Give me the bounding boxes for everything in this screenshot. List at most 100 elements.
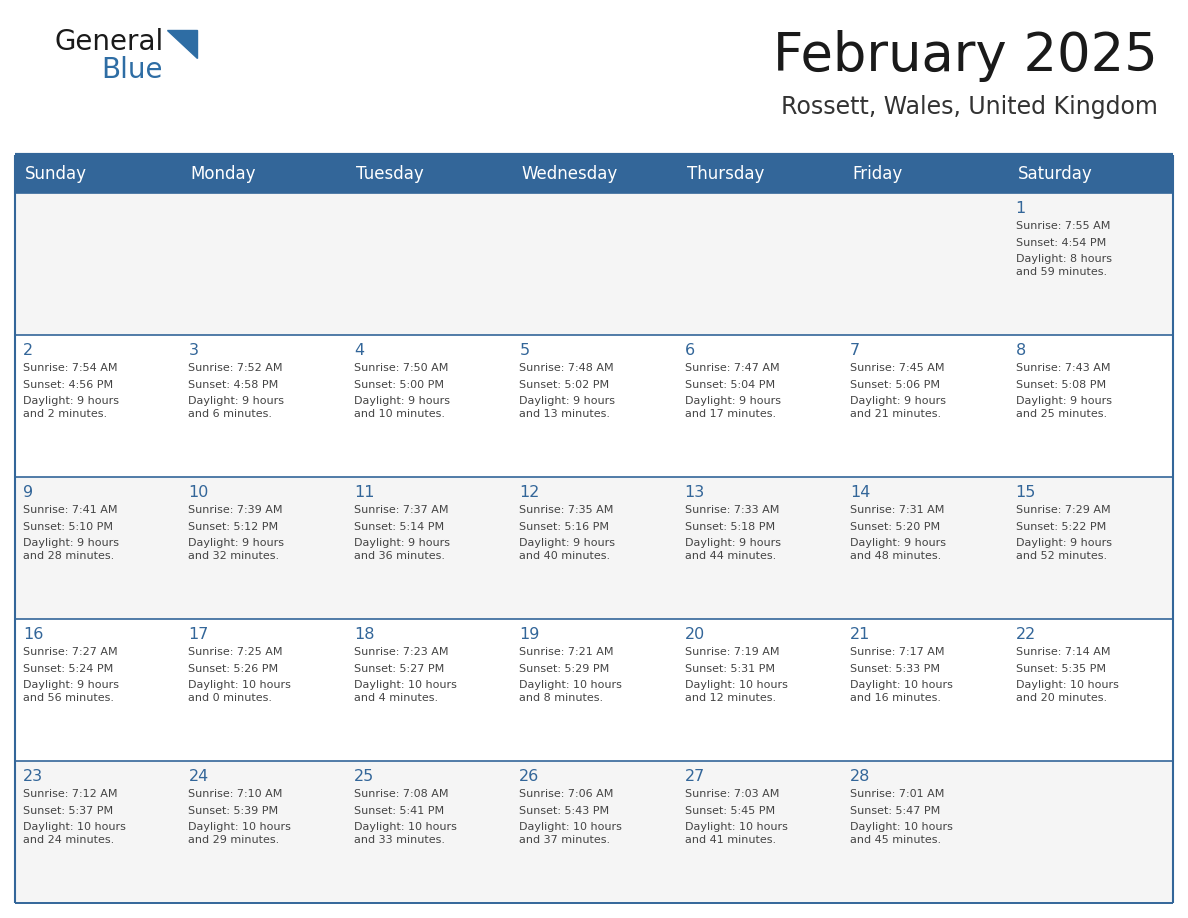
Text: 10: 10 xyxy=(189,485,209,500)
Text: Daylight: 9 hours
and 2 minutes.: Daylight: 9 hours and 2 minutes. xyxy=(23,396,119,420)
Text: Sunrise: 7:33 AM: Sunrise: 7:33 AM xyxy=(684,505,779,515)
Bar xyxy=(15,155,181,193)
Text: 11: 11 xyxy=(354,485,374,500)
Text: Sunset: 4:54 PM: Sunset: 4:54 PM xyxy=(1016,238,1106,248)
Text: 19: 19 xyxy=(519,627,539,642)
Text: Daylight: 10 hours
and 29 minutes.: Daylight: 10 hours and 29 minutes. xyxy=(189,822,291,845)
Text: Daylight: 10 hours
and 16 minutes.: Daylight: 10 hours and 16 minutes. xyxy=(851,680,953,703)
Bar xyxy=(15,335,1173,477)
Text: Sunset: 5:31 PM: Sunset: 5:31 PM xyxy=(684,664,775,674)
Text: February 2025: February 2025 xyxy=(773,30,1158,82)
Text: Daylight: 9 hours
and 10 minutes.: Daylight: 9 hours and 10 minutes. xyxy=(354,396,450,420)
Text: Sunrise: 7:55 AM: Sunrise: 7:55 AM xyxy=(1016,221,1110,231)
Text: Daylight: 8 hours
and 59 minutes.: Daylight: 8 hours and 59 minutes. xyxy=(1016,254,1112,277)
Text: Sunset: 5:39 PM: Sunset: 5:39 PM xyxy=(189,805,278,815)
Text: 26: 26 xyxy=(519,769,539,784)
Text: Daylight: 10 hours
and 0 minutes.: Daylight: 10 hours and 0 minutes. xyxy=(189,680,291,703)
Text: Sunset: 5:35 PM: Sunset: 5:35 PM xyxy=(1016,664,1106,674)
Text: Sunset: 5:27 PM: Sunset: 5:27 PM xyxy=(354,664,444,674)
Text: Daylight: 9 hours
and 13 minutes.: Daylight: 9 hours and 13 minutes. xyxy=(519,396,615,420)
Text: Sunset: 4:56 PM: Sunset: 4:56 PM xyxy=(23,379,113,389)
Text: 23: 23 xyxy=(23,769,43,784)
Text: Tuesday: Tuesday xyxy=(356,165,424,183)
Text: Daylight: 9 hours
and 52 minutes.: Daylight: 9 hours and 52 minutes. xyxy=(1016,538,1112,561)
Text: Daylight: 10 hours
and 20 minutes.: Daylight: 10 hours and 20 minutes. xyxy=(1016,680,1118,703)
Text: 16: 16 xyxy=(23,627,44,642)
Text: General: General xyxy=(55,28,164,56)
Text: 17: 17 xyxy=(189,627,209,642)
Bar xyxy=(15,619,1173,761)
Text: Sunset: 5:08 PM: Sunset: 5:08 PM xyxy=(1016,379,1106,389)
Bar xyxy=(511,155,677,193)
Text: Sunset: 5:04 PM: Sunset: 5:04 PM xyxy=(684,379,775,389)
Text: Daylight: 9 hours
and 6 minutes.: Daylight: 9 hours and 6 minutes. xyxy=(189,396,284,420)
Text: Sunset: 5:47 PM: Sunset: 5:47 PM xyxy=(851,805,941,815)
Text: Daylight: 10 hours
and 12 minutes.: Daylight: 10 hours and 12 minutes. xyxy=(684,680,788,703)
Bar xyxy=(677,155,842,193)
Text: Rossett, Wales, United Kingdom: Rossett, Wales, United Kingdom xyxy=(782,95,1158,119)
Text: Sunset: 5:10 PM: Sunset: 5:10 PM xyxy=(23,521,113,532)
Text: 3: 3 xyxy=(189,343,198,358)
Text: 27: 27 xyxy=(684,769,704,784)
Bar xyxy=(15,761,1173,903)
Text: Blue: Blue xyxy=(101,56,163,84)
Text: Daylight: 10 hours
and 33 minutes.: Daylight: 10 hours and 33 minutes. xyxy=(354,822,456,845)
Text: Daylight: 9 hours
and 25 minutes.: Daylight: 9 hours and 25 minutes. xyxy=(1016,396,1112,420)
Text: Sunrise: 7:41 AM: Sunrise: 7:41 AM xyxy=(23,505,118,515)
Text: Daylight: 9 hours
and 44 minutes.: Daylight: 9 hours and 44 minutes. xyxy=(684,538,781,561)
Text: Daylight: 9 hours
and 28 minutes.: Daylight: 9 hours and 28 minutes. xyxy=(23,538,119,561)
Text: Sunrise: 7:19 AM: Sunrise: 7:19 AM xyxy=(684,647,779,657)
Text: 7: 7 xyxy=(851,343,860,358)
Text: Sunrise: 7:10 AM: Sunrise: 7:10 AM xyxy=(189,789,283,799)
Text: 2: 2 xyxy=(23,343,33,358)
Bar xyxy=(842,155,1007,193)
Bar xyxy=(15,477,1173,619)
Text: 8: 8 xyxy=(1016,343,1025,358)
Text: Sunrise: 7:17 AM: Sunrise: 7:17 AM xyxy=(851,647,944,657)
Text: Daylight: 9 hours
and 17 minutes.: Daylight: 9 hours and 17 minutes. xyxy=(684,396,781,420)
Text: Sunrise: 7:08 AM: Sunrise: 7:08 AM xyxy=(354,789,448,799)
Text: 22: 22 xyxy=(1016,627,1036,642)
Text: Sunrise: 7:48 AM: Sunrise: 7:48 AM xyxy=(519,363,614,373)
Text: Sunset: 5:00 PM: Sunset: 5:00 PM xyxy=(354,379,444,389)
Bar xyxy=(181,155,346,193)
Text: 12: 12 xyxy=(519,485,539,500)
Text: Sunset: 5:45 PM: Sunset: 5:45 PM xyxy=(684,805,775,815)
Text: Sunrise: 7:23 AM: Sunrise: 7:23 AM xyxy=(354,647,448,657)
Text: Sunrise: 7:01 AM: Sunrise: 7:01 AM xyxy=(851,789,944,799)
Text: Friday: Friday xyxy=(852,165,903,183)
Text: Monday: Monday xyxy=(190,165,255,183)
Text: Sunrise: 7:52 AM: Sunrise: 7:52 AM xyxy=(189,363,283,373)
Text: 1: 1 xyxy=(1016,201,1025,216)
Text: 14: 14 xyxy=(851,485,871,500)
Text: Sunset: 5:14 PM: Sunset: 5:14 PM xyxy=(354,521,444,532)
Text: Sunset: 5:37 PM: Sunset: 5:37 PM xyxy=(23,805,113,815)
Text: Daylight: 9 hours
and 21 minutes.: Daylight: 9 hours and 21 minutes. xyxy=(851,396,946,420)
Text: Sunrise: 7:45 AM: Sunrise: 7:45 AM xyxy=(851,363,944,373)
Text: Daylight: 10 hours
and 41 minutes.: Daylight: 10 hours and 41 minutes. xyxy=(684,822,788,845)
Text: Sunrise: 7:21 AM: Sunrise: 7:21 AM xyxy=(519,647,614,657)
Text: Daylight: 9 hours
and 32 minutes.: Daylight: 9 hours and 32 minutes. xyxy=(189,538,284,561)
Text: Sunday: Sunday xyxy=(25,165,87,183)
Text: 15: 15 xyxy=(1016,485,1036,500)
Text: Sunrise: 7:47 AM: Sunrise: 7:47 AM xyxy=(684,363,779,373)
Text: Sunrise: 7:35 AM: Sunrise: 7:35 AM xyxy=(519,505,614,515)
Text: Daylight: 9 hours
and 40 minutes.: Daylight: 9 hours and 40 minutes. xyxy=(519,538,615,561)
Bar xyxy=(15,193,1173,335)
Text: Daylight: 10 hours
and 37 minutes.: Daylight: 10 hours and 37 minutes. xyxy=(519,822,623,845)
Polygon shape xyxy=(168,30,197,58)
Text: Sunset: 5:12 PM: Sunset: 5:12 PM xyxy=(189,521,278,532)
Text: 6: 6 xyxy=(684,343,695,358)
Text: Daylight: 9 hours
and 48 minutes.: Daylight: 9 hours and 48 minutes. xyxy=(851,538,946,561)
Text: Sunrise: 7:14 AM: Sunrise: 7:14 AM xyxy=(1016,647,1110,657)
Text: 21: 21 xyxy=(851,627,871,642)
Text: Sunset: 5:43 PM: Sunset: 5:43 PM xyxy=(519,805,609,815)
Text: Sunset: 4:58 PM: Sunset: 4:58 PM xyxy=(189,379,279,389)
Text: Wednesday: Wednesday xyxy=(522,165,618,183)
Text: 4: 4 xyxy=(354,343,364,358)
Text: Sunset: 5:18 PM: Sunset: 5:18 PM xyxy=(684,521,775,532)
Text: Sunrise: 7:12 AM: Sunrise: 7:12 AM xyxy=(23,789,118,799)
Text: Sunrise: 7:37 AM: Sunrise: 7:37 AM xyxy=(354,505,448,515)
Text: Sunrise: 7:29 AM: Sunrise: 7:29 AM xyxy=(1016,505,1111,515)
Text: Sunset: 5:06 PM: Sunset: 5:06 PM xyxy=(851,379,940,389)
